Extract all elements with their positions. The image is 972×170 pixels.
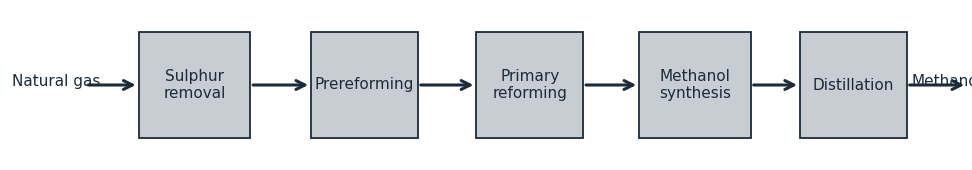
Bar (139, 32, 251, 138)
Text: Natural gas: Natural gas (12, 74, 100, 89)
Bar (311, 32, 418, 138)
Text: Prereforming: Prereforming (315, 78, 414, 92)
Text: Distillation: Distillation (813, 78, 894, 92)
Bar (640, 32, 750, 138)
Bar (476, 32, 583, 138)
Text: Methanol
synthesis: Methanol synthesis (659, 69, 731, 101)
Bar (800, 32, 907, 138)
Text: Sulphur
removal: Sulphur removal (163, 69, 226, 101)
Text: Methanol: Methanol (912, 74, 972, 89)
Text: Primary
reforming: Primary reforming (492, 69, 568, 101)
